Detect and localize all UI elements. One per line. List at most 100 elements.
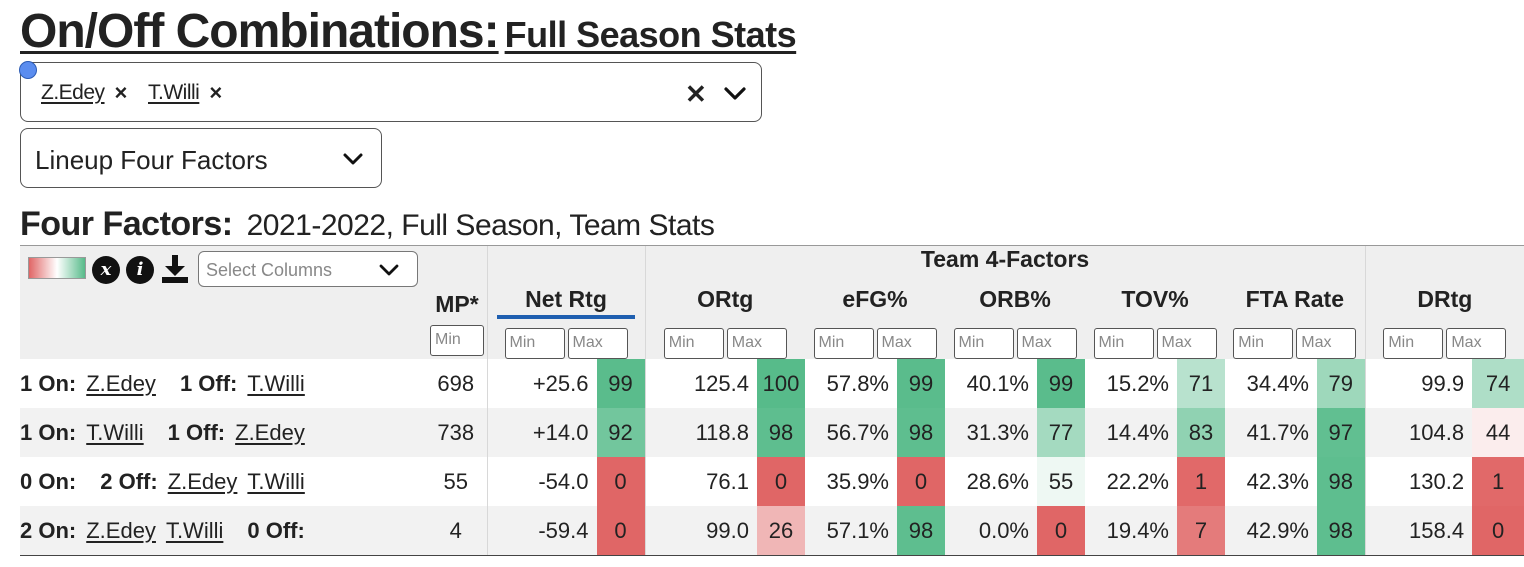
net-percentile: 92 [596,408,645,457]
info-icon[interactable]: i [126,256,154,284]
net-percentile: 0 [596,457,645,506]
minutes-played: 738 [425,408,487,457]
off-label: 2 Off: [100,468,158,494]
orb-max-filter[interactable]: Max [1016,327,1077,359]
view-dropdown-value: Lineup Four Factors [35,145,268,175]
net-cell: -59.4 0 [486,506,645,556]
net-min-filter[interactable]: Min [504,327,565,359]
net-percentile: 99 [596,359,645,408]
column-label: Net Rtg [525,285,607,312]
efg-max-filter[interactable]: Max [876,327,937,359]
orb-percentile: 77 [1037,408,1085,457]
net-percentile: 0 [596,506,645,555]
player-chip[interactable]: T.Willi × [148,81,222,105]
player-link[interactable]: Z.Edey [86,517,156,543]
ortg-value: 125.4 [644,359,757,408]
off-label: 1 Off: [179,370,238,396]
player-multi-select[interactable]: Z.Edey × T.Willi × ✕ [19,61,762,122]
column-header-ortg[interactable]: ORtg [644,285,805,324]
fta-percentile: 98 [1317,506,1366,556]
ortg-percentile: 0 [757,457,805,506]
player-link[interactable]: Z.Edey [86,370,156,396]
column-header-tov[interactable]: TOV% [1085,285,1225,324]
fta-max-filter[interactable]: Max [1296,327,1357,359]
player-link[interactable]: T.Willi [247,468,305,494]
ortg-min-filter[interactable]: Min [663,327,724,359]
drtg-percentile: 74 [1472,359,1524,408]
close-icon[interactable]: × [209,80,223,105]
net-max-filter[interactable]: Max [567,327,628,359]
chevron-down-icon[interactable] [723,81,747,105]
fta-min-filter[interactable]: Min [1233,327,1294,359]
net-value: -59.4 [538,518,589,543]
player-link[interactable]: Z.Edey [235,419,305,445]
efg-percentile: 0 [897,457,945,506]
drtg-min-filter[interactable]: Min [1383,327,1444,359]
net-cell: +14.0 92 [486,408,645,457]
section-heading-main: Four Factors: [20,205,233,243]
orb-value: 31.3% [945,408,1037,457]
orb-percentile: 99 [1037,359,1085,408]
on-label: 0 On: [20,468,77,494]
efg-min-filter[interactable]: Min [813,327,874,359]
close-icon[interactable]: × [114,80,128,105]
download-icon[interactable] [161,254,189,284]
player-chip-label: T.Willi [148,81,200,104]
lineup-cell: 1 On: T.Willi 1 Off: Z.Edey [20,408,425,457]
tov-percentile: 7 [1177,506,1225,556]
stats-icon[interactable]: x [92,256,120,284]
column-header-mp[interactable]: MP* [435,291,479,317]
fta-value: 42.3% [1225,457,1317,506]
drtg-max-filter[interactable]: Max [1446,327,1507,359]
fta-value: 34.4% [1225,359,1317,408]
net-cell: -54.0 0 [486,457,645,506]
table-row: 0 On: 2 Off: Z.Edey T.Willi 55 -54.0 0 76.1 0 35.… [20,457,1524,506]
column-header-net-rtg[interactable]: Net Rtg [486,285,645,324]
section-heading-sub: 2021-2022, Full Season, Team Stats [246,209,715,242]
view-dropdown[interactable]: Lineup Four Factors [20,128,382,188]
player-link[interactable]: T.Willi [247,370,305,396]
ortg-percentile: 100 [757,359,805,408]
clear-all-icon[interactable]: ✕ [685,79,707,109]
column-header-efg[interactable]: eFG% [805,285,945,324]
filter-row: Min Max Min Max Min Max Min Max Min Max Min M… [20,323,1524,359]
efg-value: 56.7% [805,408,897,457]
column-header-fta-rate[interactable]: FTA Rate [1225,285,1366,324]
drtg-value: 130.2 [1364,457,1473,506]
player-link[interactable]: T.Willi [165,517,224,543]
tov-min-filter[interactable]: Min [1093,327,1154,359]
drtg-percentile: 0 [1472,506,1524,556]
net-value: +14.0 [532,420,589,445]
orb-percentile: 0 [1037,506,1085,556]
tov-percentile: 83 [1177,408,1225,457]
column-header-orb[interactable]: ORB% [945,285,1085,324]
tov-value: 14.4% [1085,408,1177,457]
fta-value: 41.7% [1225,408,1317,457]
column-header-drtg[interactable]: DRtg [1364,285,1524,324]
efg-percentile: 99 [897,359,945,408]
lineup-cell: 2 On: Z.Edey T.Willi 0 Off: [20,506,425,556]
ortg-value: 76.1 [644,457,757,506]
efg-percentile: 98 [897,506,945,556]
orb-percentile: 55 [1037,457,1085,506]
minutes-played: 698 [425,359,487,408]
player-link[interactable]: Z.Edey [167,468,238,494]
lineup-cell: 0 On: 2 Off: Z.Edey T.Willi [20,457,425,506]
player-chip[interactable]: Z.Edey × [41,81,127,105]
color-scale-legend[interactable] [28,257,86,279]
tov-value: 15.2% [1085,359,1177,408]
player-link[interactable]: T.Willi [86,419,144,445]
orb-min-filter[interactable]: Min [953,327,1014,359]
drtg-value: 104.8 [1364,408,1473,457]
orb-value: 28.6% [945,457,1037,506]
column-select[interactable]: Select Columns [198,251,418,287]
ortg-max-filter[interactable]: Max [726,327,787,359]
table-body: 1 On: Z.Edey 1 Off: T.Willi 698 +25.6 99 125.4 1… [20,359,1524,556]
player-chip-label: Z.Edey [41,81,105,104]
ortg-value: 99.0 [644,506,757,556]
tov-max-filter[interactable]: Max [1156,327,1217,359]
table-header-row: x i Select Columns Team 4 [20,245,1524,359]
mp-min-filter[interactable]: Min [430,325,484,356]
fta-percentile: 79 [1317,359,1366,408]
drag-handle-dot[interactable] [19,61,37,79]
